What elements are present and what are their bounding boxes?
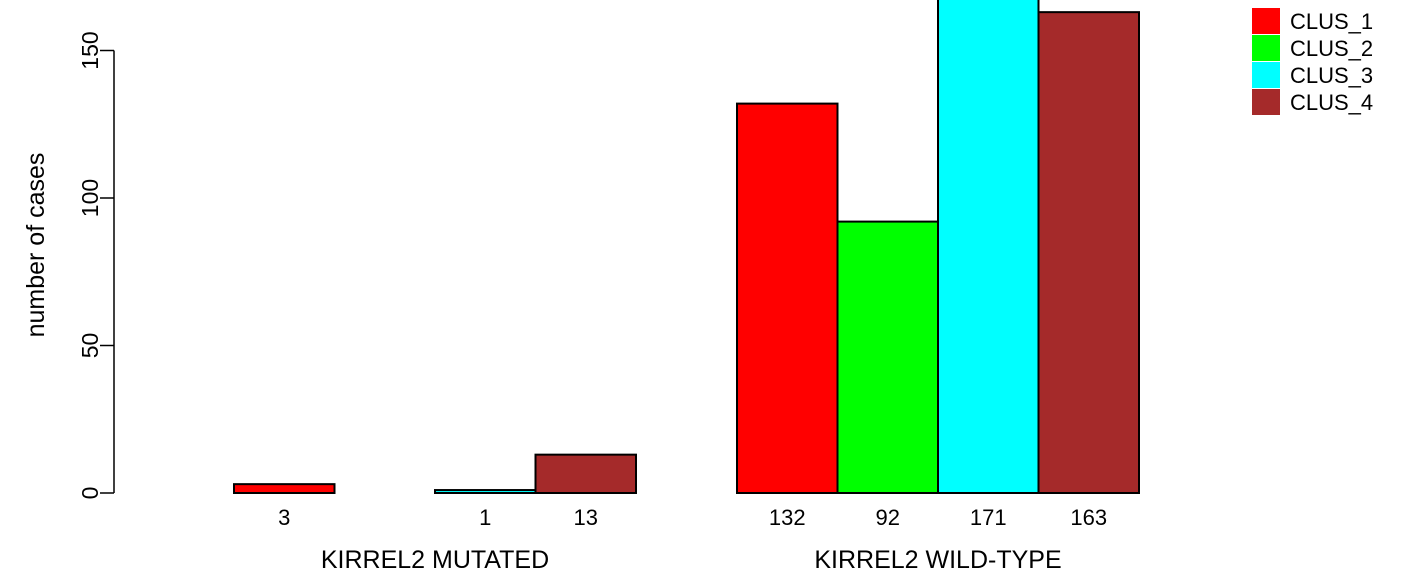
bar-clus-1-group-1 [233, 483, 336, 494]
bar-value-label: 1 [479, 505, 491, 530]
bar-clus-3-group-1 [434, 489, 537, 494]
bar-value-label: 92 [876, 505, 900, 530]
bar-value-label: 13 [574, 505, 598, 530]
bar-clus-4-group-2 [1037, 11, 1140, 495]
group-labels: KIRREL2 MUTATED KIRREL2 WILD-TYPE [321, 546, 1062, 574]
bar-value-label: 171 [970, 505, 1007, 530]
bar-labels: 3 1 13 132 92 171 163 [278, 505, 1107, 530]
legend-label: CLUS_3 [1290, 63, 1373, 88]
group-label: KIRREL2 MUTATED [321, 546, 549, 574]
y-tick-label: 50 [77, 333, 103, 359]
bar-clus-4-group-1 [534, 453, 637, 494]
bars [233, 0, 1140, 495]
y-tick-label: 0 [77, 487, 103, 500]
bar-clus-3-group-2 [937, 0, 1040, 494]
bar-value-label: 132 [769, 505, 806, 530]
y-axis-label: number of cases [22, 153, 50, 338]
legend-swatch [1252, 8, 1280, 34]
group-label: KIRREL2 WILD-TYPE [814, 546, 1061, 574]
bar-clus-2-group-2 [836, 220, 939, 494]
bar-clus-1-group-2 [736, 102, 839, 494]
legend-swatch [1252, 35, 1280, 61]
legend-swatch [1252, 62, 1280, 88]
y-tick-label: 150 [77, 31, 103, 69]
legend-label: CLUS_1 [1290, 9, 1373, 34]
y-tick-label: 100 [77, 179, 103, 217]
legend-label: CLUS_4 [1290, 90, 1373, 115]
legend-swatch [1252, 89, 1280, 115]
legend-label: CLUS_2 [1290, 36, 1373, 61]
bar-value-label: 3 [278, 505, 290, 530]
bar-value-label: 163 [1070, 505, 1107, 530]
y-axis: 0 50 100 150 [77, 31, 115, 500]
